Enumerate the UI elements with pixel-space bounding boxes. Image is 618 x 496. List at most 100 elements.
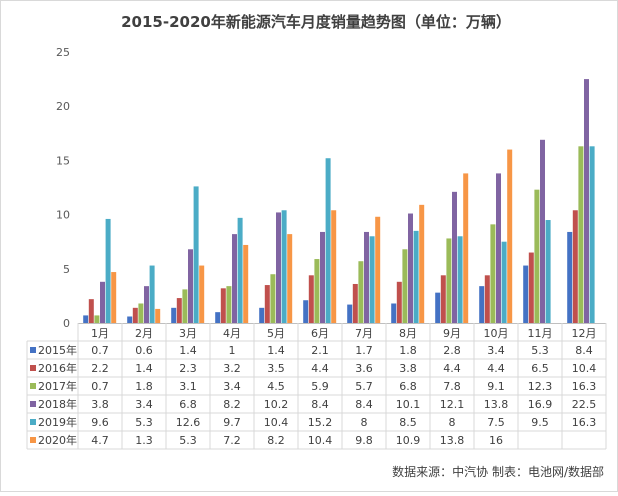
data-label: 0.7 bbox=[91, 380, 109, 393]
bar-2015年-1月 bbox=[83, 315, 89, 323]
data-label: 10.1 bbox=[396, 398, 421, 411]
data-label: 3.8 bbox=[399, 362, 417, 375]
bar-2017年-9月 bbox=[446, 238, 452, 323]
data-label: 8.2 bbox=[223, 398, 241, 411]
data-label: 10.4 bbox=[308, 434, 333, 447]
legend-label: 2015年 bbox=[38, 343, 77, 357]
bar-2015年-9月 bbox=[435, 292, 441, 323]
x-tick-label: 8月 bbox=[399, 327, 417, 340]
bar-2016年-7月 bbox=[352, 283, 358, 323]
data-label: 16.3 bbox=[572, 416, 597, 429]
data-label: 10.2 bbox=[264, 398, 289, 411]
legend-swatch bbox=[30, 437, 36, 443]
bar-2020年-10月 bbox=[507, 149, 513, 323]
data-label: 22.5 bbox=[572, 398, 597, 411]
x-tick-label: 3月 bbox=[179, 327, 197, 340]
data-label: 3.4 bbox=[223, 380, 241, 393]
data-label: 16.9 bbox=[528, 398, 553, 411]
x-tick-label: 5月 bbox=[267, 327, 285, 340]
data-label: 2.8 bbox=[443, 344, 461, 357]
legend-label: 2017年 bbox=[38, 379, 77, 393]
bar-2018年-2月 bbox=[144, 286, 149, 323]
bar-2020年-1月 bbox=[111, 272, 117, 323]
bar-2020年-7月 bbox=[375, 216, 381, 323]
bar-2015年-5月 bbox=[259, 307, 265, 323]
bar-2020年-5月 bbox=[287, 234, 293, 323]
data-label: 5.9 bbox=[311, 380, 329, 393]
legend-label: 2018年 bbox=[38, 397, 77, 411]
data-label: 9.6 bbox=[91, 416, 109, 429]
bar-2015年-12月 bbox=[567, 231, 573, 323]
data-label: 6.8 bbox=[179, 398, 197, 411]
data-label: 4.7 bbox=[91, 434, 109, 447]
data-label: 3.5 bbox=[267, 362, 285, 375]
bar-2016年-4月 bbox=[220, 288, 226, 323]
data-label: 5.3 bbox=[179, 434, 197, 447]
x-tick-label: 6月 bbox=[311, 327, 329, 340]
data-label: 8.5 bbox=[399, 416, 417, 429]
y-tick-label: 25 bbox=[56, 46, 70, 59]
data-label: 8.4 bbox=[311, 398, 329, 411]
bar-2017年-12月 bbox=[578, 146, 584, 323]
bar-2016年-8月 bbox=[396, 281, 402, 323]
legend-label: 2019年 bbox=[38, 415, 77, 429]
data-label: 7.8 bbox=[443, 380, 461, 393]
y-tick-label: 15 bbox=[56, 154, 70, 167]
bar-2016年-3月 bbox=[176, 298, 182, 323]
bar-2015年-4月 bbox=[215, 312, 221, 323]
data-label: 3.4 bbox=[487, 344, 505, 357]
bar-2016年-5月 bbox=[264, 285, 270, 323]
x-tick-label: 1月 bbox=[91, 327, 109, 340]
bar-2019年-12月 bbox=[589, 146, 595, 323]
bar-2017年-10月 bbox=[490, 224, 496, 323]
data-label: 4.4 bbox=[487, 362, 505, 375]
legend-swatch bbox=[30, 383, 36, 389]
data-label: 1.7 bbox=[355, 344, 373, 357]
bar-2015年-10月 bbox=[479, 286, 485, 323]
data-label: 4.4 bbox=[311, 362, 329, 375]
data-label: 3.1 bbox=[179, 380, 197, 393]
y-tick-label: 20 bbox=[56, 100, 70, 113]
data-label: 6.5 bbox=[531, 362, 549, 375]
bar-2017年-8月 bbox=[402, 249, 408, 323]
x-tick-label: 10月 bbox=[484, 327, 509, 340]
data-label: 3.6 bbox=[355, 362, 373, 375]
data-label: 7.5 bbox=[487, 416, 505, 429]
data-label: 1.8 bbox=[135, 380, 153, 393]
data-label: 6.8 bbox=[399, 380, 417, 393]
bar-2019年-1月 bbox=[105, 218, 111, 323]
legend-swatch bbox=[30, 347, 36, 353]
y-tick-label: 10 bbox=[56, 209, 70, 222]
data-label: 4.5 bbox=[267, 380, 285, 393]
data-label: 1.4 bbox=[135, 362, 153, 375]
bar-2017年-7月 bbox=[358, 261, 364, 323]
x-tick-label: 2月 bbox=[135, 327, 153, 340]
data-label: 2.3 bbox=[179, 362, 197, 375]
bar-2017年-4月 bbox=[226, 286, 232, 323]
data-label: 1.4 bbox=[267, 344, 285, 357]
bar-2018年-12月 bbox=[584, 79, 589, 323]
bar-2019年-2月 bbox=[149, 265, 155, 323]
data-label: 9.8 bbox=[355, 434, 373, 447]
data-label: 8.4 bbox=[575, 344, 593, 357]
bar-2015年-2月 bbox=[127, 316, 133, 323]
bar-2016年-6月 bbox=[308, 275, 314, 323]
data-label: 1.4 bbox=[179, 344, 197, 357]
data-label: 7.2 bbox=[223, 434, 241, 447]
bar-2019年-8月 bbox=[413, 230, 419, 323]
bar-2018年-10月 bbox=[496, 173, 501, 323]
bar-2019年-5月 bbox=[281, 210, 287, 323]
data-label: 12.6 bbox=[176, 416, 201, 429]
bar-2015年-6月 bbox=[303, 300, 309, 323]
data-label: 8.2 bbox=[267, 434, 285, 447]
data-label: 5.7 bbox=[355, 380, 373, 393]
bar-2019年-7月 bbox=[369, 236, 375, 323]
legend-label: 2016年 bbox=[38, 361, 77, 375]
bar-2015年-11月 bbox=[523, 265, 529, 323]
data-label: 1.8 bbox=[399, 344, 417, 357]
x-tick-label: 9月 bbox=[443, 327, 461, 340]
data-label: 3.8 bbox=[91, 398, 109, 411]
y-tick-label: 5 bbox=[63, 263, 70, 276]
